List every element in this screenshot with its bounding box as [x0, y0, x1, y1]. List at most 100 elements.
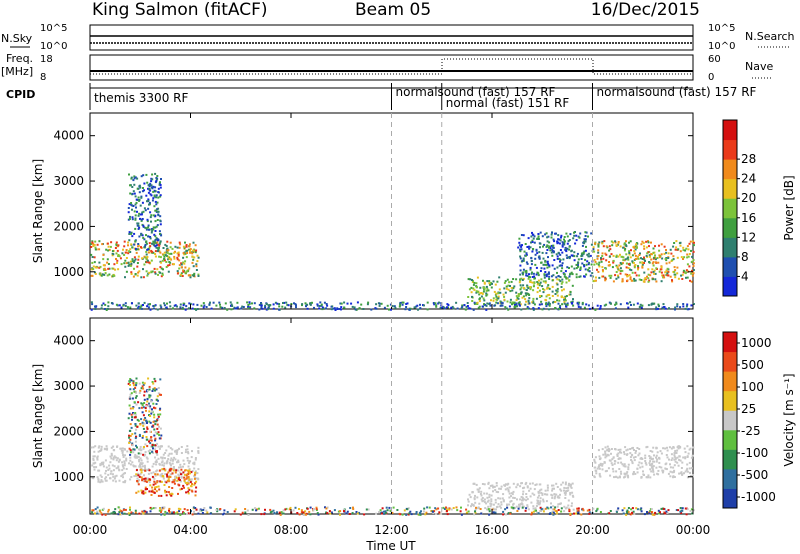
heatmap-cell: [139, 186, 142, 189]
heatmap-cell: [565, 305, 568, 308]
heatmap-cell: [595, 262, 598, 265]
heatmap-cell: [163, 258, 166, 260]
heatmap-cell: [658, 244, 660, 247]
heatmap-cell: [315, 508, 318, 510]
heatmap-cell: [639, 466, 642, 469]
heatmap-cell: [115, 244, 118, 247]
heatmap-cell: [193, 483, 196, 486]
heatmap-cell: [471, 295, 473, 298]
heatmap-cell: [132, 382, 135, 385]
heatmap-cell: [145, 409, 147, 412]
heatmap-cell: [560, 483, 563, 486]
heatmap-cell: [183, 262, 186, 265]
heatmap-cell: [681, 473, 684, 476]
heatmap-cell: [135, 382, 138, 385]
heatmap-cell: [589, 274, 592, 277]
heatmap-cell: [116, 259, 119, 262]
heatmap-cell: [539, 510, 542, 512]
heatmap-cell: [629, 448, 632, 450]
heatmap-cell: [99, 474, 102, 477]
heatmap-cell: [495, 295, 498, 298]
heatmap-cell: [154, 220, 157, 223]
heatmap-cell: [552, 244, 555, 247]
heatmap-cell: [378, 302, 381, 305]
heatmap-cell: [648, 512, 651, 515]
heatmap-cell: [544, 271, 547, 273]
heatmap-cell: [631, 462, 634, 465]
heatmap-cell: [106, 261, 109, 264]
heatmap-cell: [282, 509, 285, 512]
heatmap-cell: [527, 237, 530, 240]
heatmap-cell: [159, 219, 162, 222]
heatmap-cell: [278, 305, 281, 308]
heatmap-cell: [532, 307, 535, 310]
heatmap-cell: [672, 258, 675, 261]
heatmap-cell: [686, 276, 689, 279]
heatmap-cell: [546, 287, 549, 290]
heatmap-cell: [669, 248, 672, 251]
heatmap-cell: [518, 503, 521, 506]
heatmap-cell: [127, 218, 130, 221]
heatmap-cell: [117, 460, 120, 463]
heatmap-cell: [641, 265, 644, 268]
heatmap-cell: [609, 459, 612, 462]
heatmap-cell: [107, 267, 110, 270]
heatmap-cell: [566, 235, 569, 238]
heatmap-cell: [629, 456, 632, 459]
heatmap-cell: [478, 298, 481, 301]
heatmap-cell: [141, 190, 144, 193]
heatmap-cell: [590, 243, 593, 246]
heatmap-cell: [627, 258, 630, 261]
heatmap-cell: [119, 447, 122, 450]
heatmap-cell: [652, 465, 655, 468]
heatmap-cell: [655, 456, 657, 459]
heatmap-cell: [218, 301, 221, 304]
heatmap-cell: [664, 463, 667, 466]
heatmap-cell: [236, 306, 239, 309]
heatmap-cell: [635, 507, 638, 510]
heatmap-cell: [595, 510, 598, 513]
heatmap-cell: [657, 303, 660, 306]
heatmap-cell: [123, 254, 126, 256]
heatmap-cell: [533, 275, 536, 278]
heatmap-cell: [148, 201, 151, 204]
heatmap-cell: [568, 508, 571, 511]
heatmap-cell: [628, 241, 630, 244]
heatmap-cell: [182, 484, 185, 487]
heatmap-cell: [174, 449, 177, 452]
heatmap-cell: [131, 418, 133, 421]
heatmap-cell: [159, 240, 162, 243]
heatmap-cell: [154, 186, 157, 189]
heatmap-cell: [665, 468, 668, 471]
heatmap-cell: [149, 236, 152, 238]
heatmap-cell: [688, 265, 691, 268]
heatmap-cell: [567, 507, 570, 510]
heatmap-cell: [475, 290, 478, 293]
heatmap-cell: [557, 234, 560, 237]
heatmap-cell: [531, 241, 534, 243]
heatmap-cell: [685, 513, 688, 516]
heatmap-cell: [128, 218, 131, 220]
heatmap-cell: [158, 488, 161, 491]
heatmap-cell: [627, 463, 630, 466]
heatmap-cell: [144, 256, 147, 259]
heatmap-cell: [149, 449, 152, 452]
heatmap-cell: [158, 393, 161, 396]
heatmap-cell: [556, 278, 559, 281]
heatmap-cell: [177, 492, 179, 495]
heatmap-cell: [133, 401, 136, 404]
heatmap-cell: [614, 448, 617, 451]
heatmap-cell: [248, 302, 251, 305]
heatmap-cell: [615, 302, 618, 305]
heatmap-cell: [540, 295, 543, 298]
heatmap-cell: [134, 423, 137, 425]
heatmap-cell: [519, 284, 522, 287]
heatmap-cell: [619, 267, 622, 270]
heatmap-cell: [570, 271, 573, 274]
heatmap-cell: [492, 297, 495, 300]
heatmap-cell: [398, 305, 401, 308]
heatmap-cell: [481, 305, 484, 308]
heatmap-cell: [148, 242, 151, 245]
heatmap-cell: [129, 384, 131, 386]
heatmap-cell: [543, 267, 546, 270]
